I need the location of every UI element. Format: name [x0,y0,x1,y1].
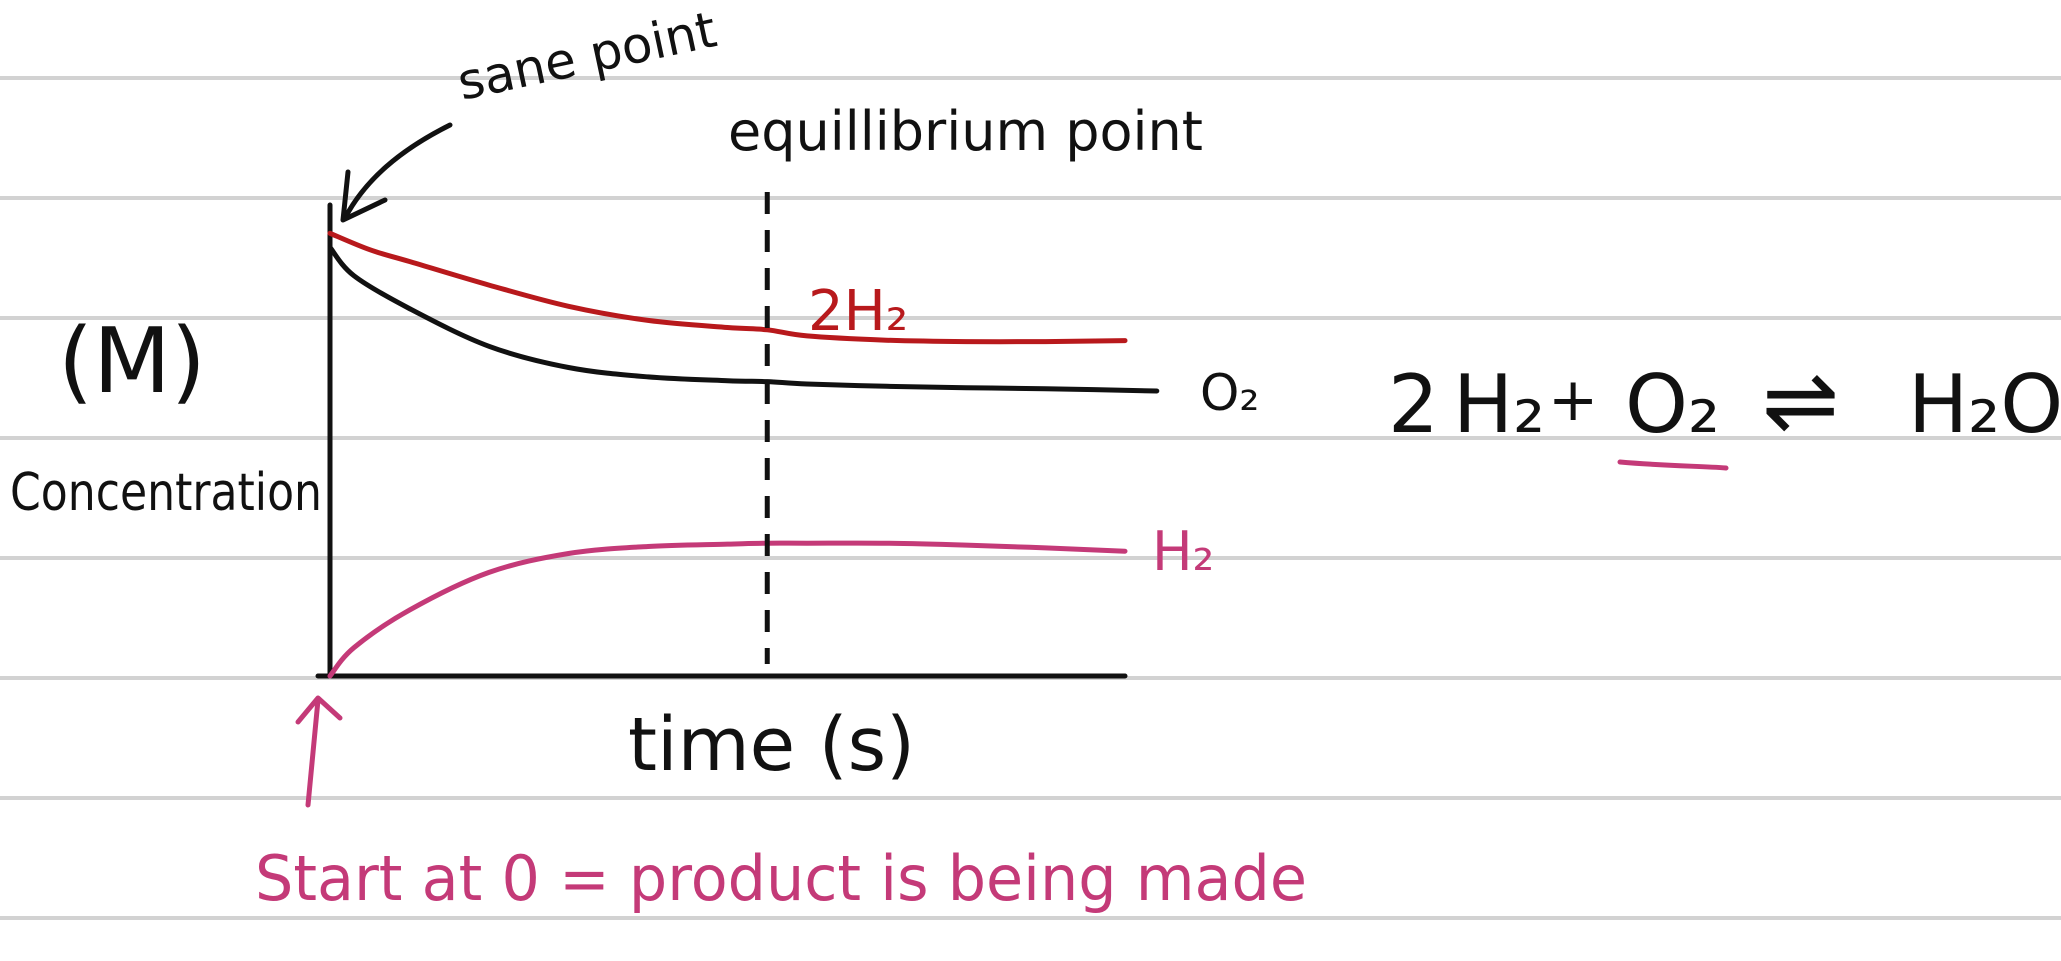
equation-plus: + [1548,365,1598,435]
equation-product: H₂O [1908,358,2061,451]
same-point-arrow [342,122,453,221]
series-layer [327,230,1160,679]
reactant-2-underline [1617,459,1729,471]
chemical-equation: 2 H₂ + O₂ ⇌ H₂O [1388,347,2061,471]
equation-reactant-1: H₂ [1453,358,1545,451]
start-arrow [305,697,321,808]
equation-reactant-2: O₂ [1625,358,1720,451]
start-arrowhead [295,695,343,725]
axes [315,202,1128,679]
series-label-2h2: 2H₂ [808,279,908,344]
series-label-o2: O₂ [1200,364,1259,422]
equilibrium-label: equillibrium point [728,100,1203,163]
x-axis-label: time (s) [628,702,915,788]
series-label-h2: H₂ [1152,520,1214,583]
start-note: Start at 0 = product is being made [255,842,1307,915]
equation-arrow: ⇌ [1762,347,1839,454]
y-axis-label: Concentration [10,463,322,523]
series-line-2h2 [327,230,1128,345]
series-line-h2 [327,540,1128,679]
equation-coefficient: 2 [1388,358,1439,451]
same-point-label: sane point [452,0,721,111]
y-axis-unit: (M) [58,309,206,414]
series-line-o2 [327,244,1160,394]
same-point-arrowhead [340,169,388,223]
